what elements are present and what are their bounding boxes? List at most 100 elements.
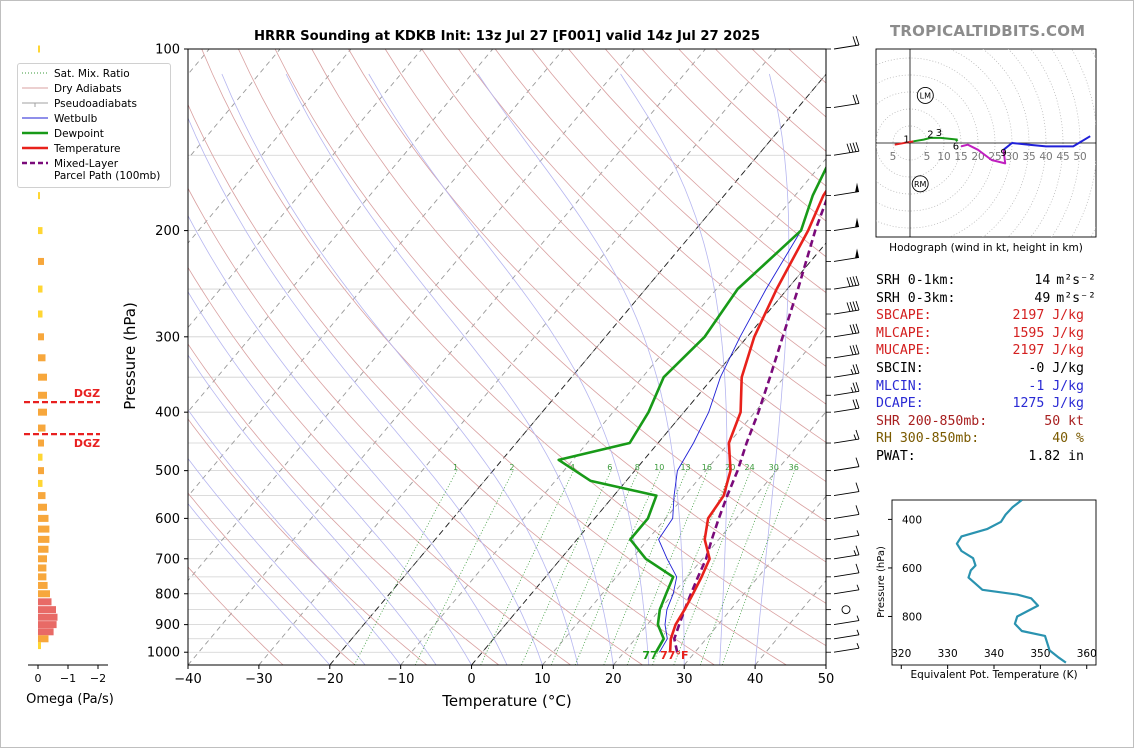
mixing-ratio-label: 2 — [509, 463, 514, 472]
omega-bar — [38, 492, 46, 500]
stat-unit: m²s⁻² — [1056, 273, 1096, 288]
legend-label: Pseudoadiabats — [54, 98, 137, 110]
barb-full — [855, 429, 860, 440]
theta-e-x-tick-label: 350 — [1030, 648, 1050, 660]
barb-flag — [855, 248, 859, 259]
mixing-ratio-label: 36 — [789, 463, 799, 472]
stat-label: MUCAPE: — [876, 343, 932, 359]
hodograph-marker — [916, 86, 934, 104]
stat-value: -1 J/kg — [1028, 378, 1084, 394]
dgz-label: DGZ — [74, 387, 100, 400]
dry-adiabat-line — [274, 49, 826, 604]
mixing-ratio-label: 6 — [607, 463, 612, 472]
y-tick-label: 600 — [155, 512, 180, 527]
barb-shaft — [833, 647, 860, 653]
stat-row: RH 300-850mb: 40 % — [876, 430, 1096, 448]
barb-full — [849, 301, 854, 312]
barb-full — [852, 94, 857, 105]
omega-bar — [38, 573, 47, 581]
moist-adiabat-line — [221, 73, 579, 665]
barb-shaft — [833, 554, 860, 560]
barb-full — [855, 275, 860, 286]
legend-label: Dry Adiabats — [54, 83, 122, 95]
barb-full — [855, 563, 860, 573]
mixing-ratio-label: 24 — [745, 463, 755, 472]
barb-full — [849, 345, 854, 355]
stat-label: MLCIN: — [876, 378, 924, 394]
wind-barbs — [826, 35, 860, 653]
stat-row: MLCIN: -1 J/kg — [876, 378, 1096, 396]
omega-tick-label: −2 — [90, 672, 106, 685]
omega-tick-label: −1 — [60, 672, 76, 685]
stat-label: RH 300-850mb: — [876, 431, 980, 447]
isotherm-line — [188, 49, 423, 329]
omega-bar — [38, 479, 43, 487]
omega-bar — [38, 514, 49, 522]
barb-shaft — [833, 589, 860, 595]
hodograph-ring-label: 5 — [890, 151, 897, 163]
hodograph-height-label: 2 — [927, 130, 933, 141]
barb-full — [846, 302, 851, 312]
mixing-ratio-label: 1 — [453, 463, 458, 472]
y-tick-label: 800 — [155, 587, 180, 602]
x-tick-label: 10 — [534, 672, 551, 687]
legend-item-sat-mix: Sat. Mix. Ratio — [22, 68, 130, 80]
dry-adiabat-line — [348, 49, 826, 522]
barb-full — [855, 323, 860, 333]
skewt-axes: −40 −30 −20 −10 0 10 20 30 40 50 100 200 300 400 500 60… — [147, 43, 834, 688]
surface-temperature-label: 77°F — [660, 649, 688, 662]
omega-bar — [38, 581, 48, 589]
omega-panel: 0 −1 −2 DGZ DGZ — [24, 45, 108, 685]
omega-bar — [38, 606, 56, 614]
isotherm-line — [188, 49, 494, 413]
omega-bar — [38, 545, 49, 553]
theta-e-line — [955, 500, 1067, 664]
hodograph-marker — [911, 175, 929, 193]
moist-adiabat-line — [188, 502, 331, 665]
mixing-ratio-line — [721, 470, 796, 665]
omega-bar — [38, 642, 41, 650]
omega-bar — [38, 635, 49, 643]
legend-label: Dewpoint — [54, 128, 104, 140]
x-tick-label: −40 — [174, 672, 201, 687]
wetbulb-line — [658, 230, 802, 653]
x-tick-label: 30 — [676, 672, 693, 687]
calm-wind-circle — [841, 605, 851, 615]
moist-adiabat-line — [285, 73, 614, 665]
hodograph-segment — [955, 138, 959, 143]
stat-row: SRH 0-1km: 14 m²s⁻² — [876, 272, 1096, 290]
x-tick-label: 40 — [747, 672, 764, 687]
omega-bar — [38, 613, 58, 621]
barb-full — [855, 482, 860, 492]
hodograph-ring-label: 40 — [1039, 151, 1052, 163]
theta-e-y-label: Pressure (hPa) — [876, 546, 887, 618]
barb-shaft — [833, 150, 860, 156]
theta-e-x-tick-label: 320 — [891, 648, 911, 660]
omega-bar — [38, 354, 46, 362]
legend-item-temperature: Temperature — [22, 143, 121, 155]
omega-bar — [38, 467, 44, 475]
barb-shaft — [833, 353, 860, 359]
stat-value: 2197 J/kg — [1012, 308, 1084, 324]
dry-adiabat-line — [421, 49, 826, 443]
barb-full — [846, 143, 851, 153]
y-axis-label: Pressure (hPa) — [121, 302, 139, 410]
barb-half — [853, 550, 857, 556]
omega-tick-label: 0 — [35, 672, 42, 685]
barb-shaft — [833, 284, 860, 290]
isotherm-line — [258, 49, 777, 665]
barb-full — [852, 382, 857, 392]
mixing-ratio-label: 13 — [680, 463, 690, 472]
omega-bar — [38, 408, 47, 416]
hodograph-ring-label: 50 — [1073, 151, 1086, 163]
skewt-plot-frame — [187, 48, 827, 666]
theta-e-y-tick-label: 600 — [902, 563, 922, 575]
y-tick-label: 200 — [155, 224, 180, 239]
hodograph-segment — [960, 143, 1007, 165]
theta-e-x-tick-label: 340 — [984, 648, 1004, 660]
stat-row: PWAT: 1.82 in — [876, 448, 1096, 466]
x-tick-label: 50 — [818, 672, 835, 687]
mixing-ratio-label: 30 — [769, 463, 779, 472]
barb-full — [855, 94, 860, 104]
